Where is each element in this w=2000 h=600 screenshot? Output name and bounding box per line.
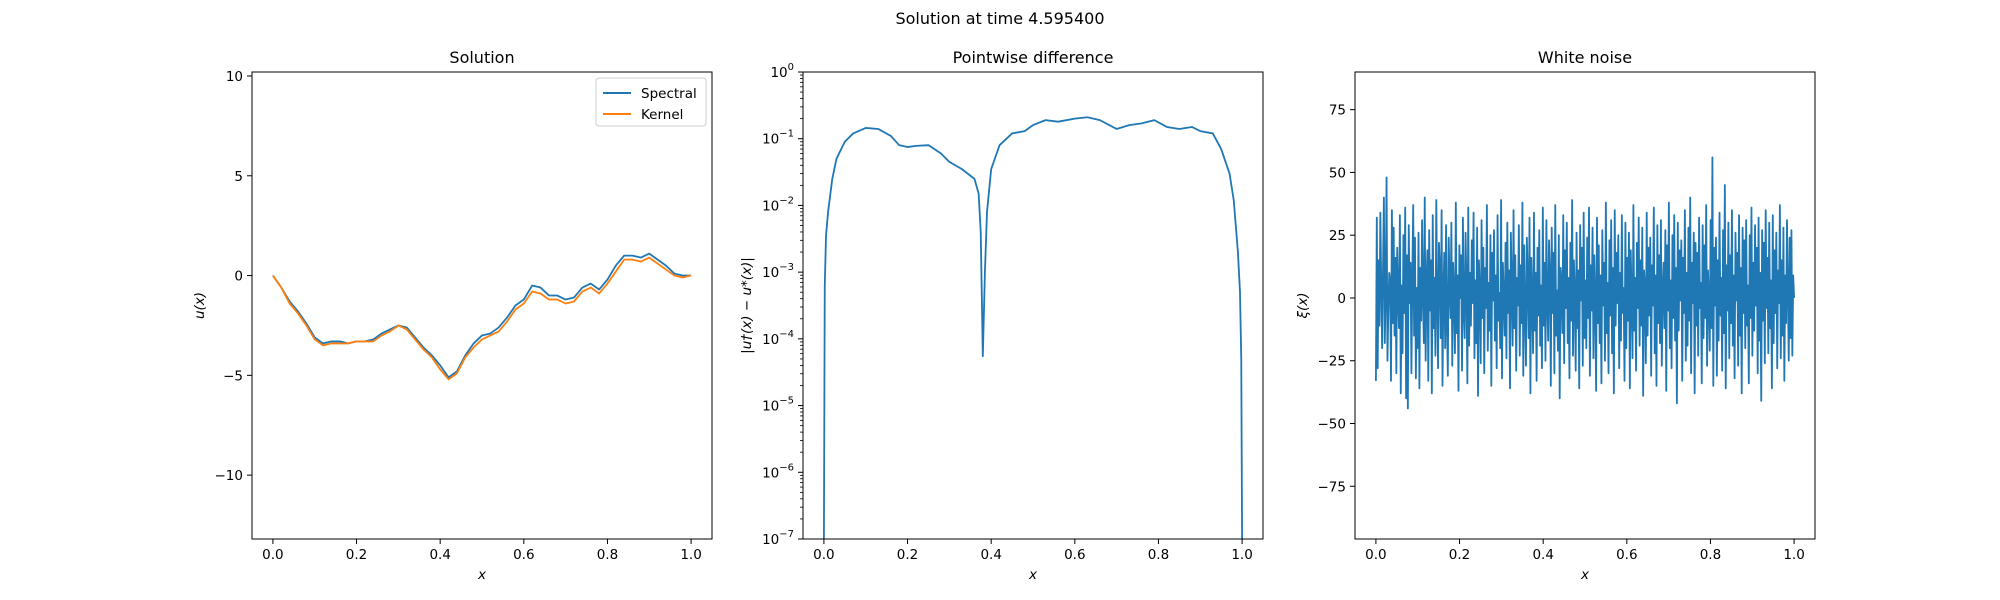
panel-solution: Solution 0.0 0.2 0.4 0.6 0.8 1.0 10 5 0 −5 −10 x u(x)… — [192, 48, 713, 583]
series-line-spectral — [272, 252, 692, 379]
x-tick-label: 0.0 — [813, 547, 834, 563]
y-tick-label: −5 — [223, 368, 243, 384]
axes-frame — [251, 71, 713, 540]
y-axis-label: u(x) — [192, 292, 208, 319]
legend-label: Kernel — [641, 107, 683, 123]
x-tick-label: 1.0 — [1783, 547, 1804, 563]
y-axis-label: ξ(x) — [1295, 292, 1311, 319]
panel-white-noise: White noise 0.0 0.2 0.4 0.6 0.8 1.0 75 50 25 0 −25 −… — [1295, 48, 1816, 583]
panel-pointwise-difference: Pointwise difference 0.0 0.2 0.4 0.6 0.8 1.0 10… — [739, 48, 1264, 583]
plot-area — [823, 116, 1243, 539]
legend-label: Spectral — [641, 86, 697, 102]
x-tick-label: 1.0 — [1231, 547, 1252, 563]
panel-title: Pointwise difference — [953, 48, 1114, 67]
x-tick-label: 0.8 — [597, 547, 618, 563]
y-tick-label: 10 — [226, 69, 243, 85]
x-tick-label: 0.4 — [980, 547, 1001, 563]
y-tick-label: 0 — [1337, 291, 1346, 307]
plot-area — [272, 252, 692, 381]
axes-frame — [1354, 71, 1816, 540]
legend: Spectral Kernel — [595, 77, 707, 127]
x-axis-label: x — [477, 567, 487, 583]
x-tick-label: 1.0 — [680, 547, 701, 563]
x-tick-label: 0.8 — [1700, 547, 1721, 563]
x-tick-label: 0.2 — [346, 547, 367, 563]
plot-area — [1375, 156, 1795, 410]
x-tick-label: 0.0 — [262, 547, 283, 563]
x-tick-label: 0.0 — [1365, 547, 1386, 563]
y-tick-label: 25 — [1329, 228, 1346, 244]
y-tick-label: 10−7 — [762, 529, 794, 548]
panel-title: Solution — [449, 48, 514, 67]
x-tick-label: 0.6 — [513, 547, 534, 563]
axes-frame — [802, 71, 1264, 540]
y-tick-label: −75 — [1318, 479, 1347, 495]
y-tick-label: 10−6 — [762, 462, 794, 481]
y-tick-label: 10−2 — [762, 195, 794, 214]
y-tick-label: 10−3 — [762, 262, 794, 281]
x-tick-label: 0.8 — [1148, 547, 1169, 563]
panel-title: White noise — [1538, 48, 1632, 67]
x-axis-label: x — [1028, 567, 1038, 583]
x-tick-label: 0.4 — [429, 547, 450, 563]
y-tick-label: 50 — [1329, 165, 1346, 181]
difference-line — [823, 116, 1243, 539]
y-tick-label: 10−1 — [762, 129, 794, 148]
y-tick-label: 10−5 — [762, 396, 794, 415]
series-line-kernel — [272, 256, 692, 381]
y-tick-label: −50 — [1318, 417, 1347, 433]
y-tick-label: 0 — [234, 269, 243, 285]
figure-suptitle: Solution at time 4.595400 — [895, 9, 1104, 28]
y-tick-label: 10−4 — [762, 329, 794, 348]
x-tick-label: 0.2 — [1449, 547, 1470, 563]
x-tick-label: 0.2 — [897, 547, 918, 563]
y-axis-label: |u†(x) − u*(x)| — [739, 257, 755, 354]
y-tick-label: 75 — [1329, 103, 1346, 119]
y-tick-label: 5 — [234, 169, 243, 185]
x-axis-label: x — [1580, 567, 1590, 583]
x-tick-label: 0.4 — [1532, 547, 1553, 563]
y-tick-label: 100 — [770, 62, 794, 81]
x-tick-label: 0.6 — [1064, 547, 1085, 563]
y-tick-label: −25 — [1318, 354, 1347, 370]
y-tick-label: −10 — [215, 468, 244, 484]
noise-line — [1375, 156, 1795, 410]
x-tick-label: 0.6 — [1616, 547, 1637, 563]
